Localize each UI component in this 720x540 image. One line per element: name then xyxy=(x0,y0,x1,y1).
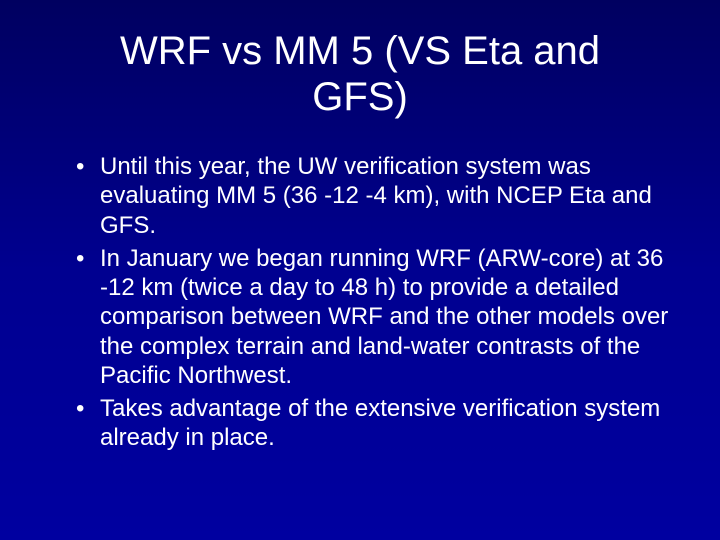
list-item: In January we began running WRF (ARW-cor… xyxy=(76,244,680,390)
bullet-list: Until this year, the UW verification sys… xyxy=(40,152,680,453)
list-item: Takes advantage of the extensive verific… xyxy=(76,394,680,453)
list-item: Until this year, the UW verification sys… xyxy=(76,152,680,240)
slide-title: WRF vs MM 5 (VS Eta and GFS) xyxy=(40,28,680,120)
slide: WRF vs MM 5 (VS Eta and GFS) Until this … xyxy=(0,0,720,540)
